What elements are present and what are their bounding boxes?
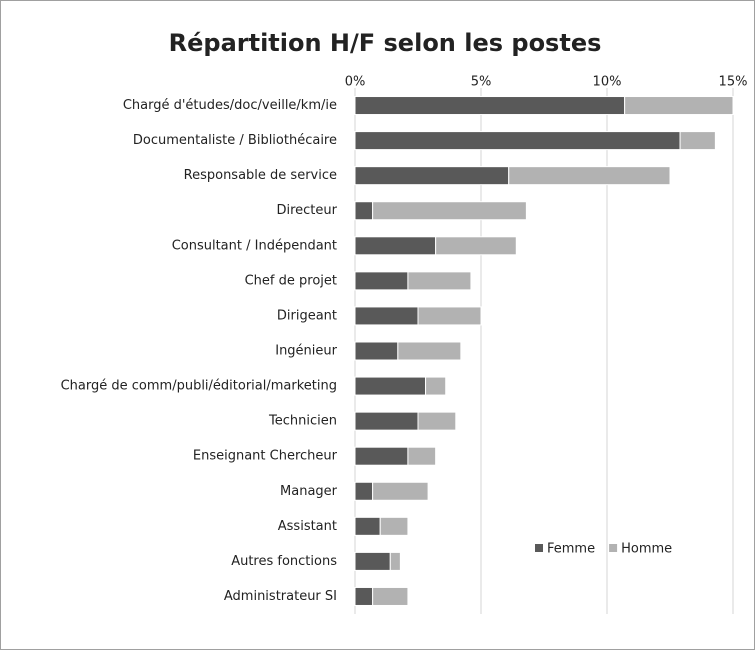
bar-segment — [354, 131, 681, 151]
bar-segment — [435, 236, 517, 256]
y-tick-label: Enseignant Chercheur — [193, 449, 338, 464]
bar-segment — [354, 516, 381, 536]
y-tick-label: Assistant — [278, 519, 337, 534]
y-tick-label: Consultant / Indépendant — [172, 238, 337, 253]
bar-segment — [389, 551, 401, 571]
bar-segment — [417, 306, 482, 326]
bar-segment — [354, 341, 399, 361]
legend-label: Homme — [621, 542, 672, 557]
x-tick-label: 10% — [593, 75, 622, 90]
y-tick-label: Autres fonctions — [231, 554, 337, 569]
bar-segment — [354, 236, 437, 256]
y-tick-label: Dirigeant — [277, 308, 337, 323]
y-tick-label: Technicien — [268, 414, 337, 429]
y-tick-label: Chef de projet — [245, 273, 337, 288]
bar-segment — [354, 166, 510, 186]
bar-segment — [508, 166, 671, 186]
bar-segment — [354, 481, 374, 501]
legend-swatch — [609, 544, 618, 552]
chart-title: Répartition H/F selon les postes — [169, 29, 602, 57]
y-tick-label: Ingénieur — [275, 344, 337, 359]
bar-segment — [354, 271, 409, 291]
y-tick-label: Directeur — [276, 203, 337, 218]
bar-segment — [354, 96, 626, 116]
bar-segment — [354, 586, 374, 606]
bar-segment — [354, 201, 374, 221]
y-tick-label: Documentaliste / Bibliothécaire — [133, 133, 337, 148]
legend-label: Femme — [547, 542, 595, 557]
bar-segment — [407, 446, 437, 466]
y-tick-label: Administrateur SI — [224, 589, 337, 604]
bar-segment — [354, 446, 409, 466]
bar-segment — [354, 306, 419, 326]
bar-segment — [354, 376, 427, 396]
bar-segment — [425, 376, 447, 396]
bar-segment — [372, 481, 429, 501]
legend-swatch — [535, 544, 543, 552]
y-tick-label: Chargé d'études/doc/veille/km/ie — [123, 98, 337, 113]
x-tick-label: 15% — [719, 75, 748, 90]
bar-segment — [354, 411, 419, 431]
x-tick-label: 0% — [345, 75, 366, 90]
bar-segment — [624, 96, 734, 116]
bar-segment — [679, 131, 716, 151]
bar-segment — [372, 586, 409, 606]
bar-segment — [372, 201, 527, 221]
bar-segment — [354, 551, 391, 571]
bar-segment — [407, 271, 472, 291]
y-tick-label: Manager — [280, 484, 338, 499]
x-tick-label: 5% — [471, 75, 492, 90]
y-tick-label: Responsable de service — [184, 168, 337, 183]
bar-segment — [379, 516, 409, 536]
bar-segment — [397, 341, 462, 361]
y-tick-label: Chargé de comm/publi/éditorial/marketing — [61, 379, 337, 394]
bar-segment — [417, 411, 457, 431]
